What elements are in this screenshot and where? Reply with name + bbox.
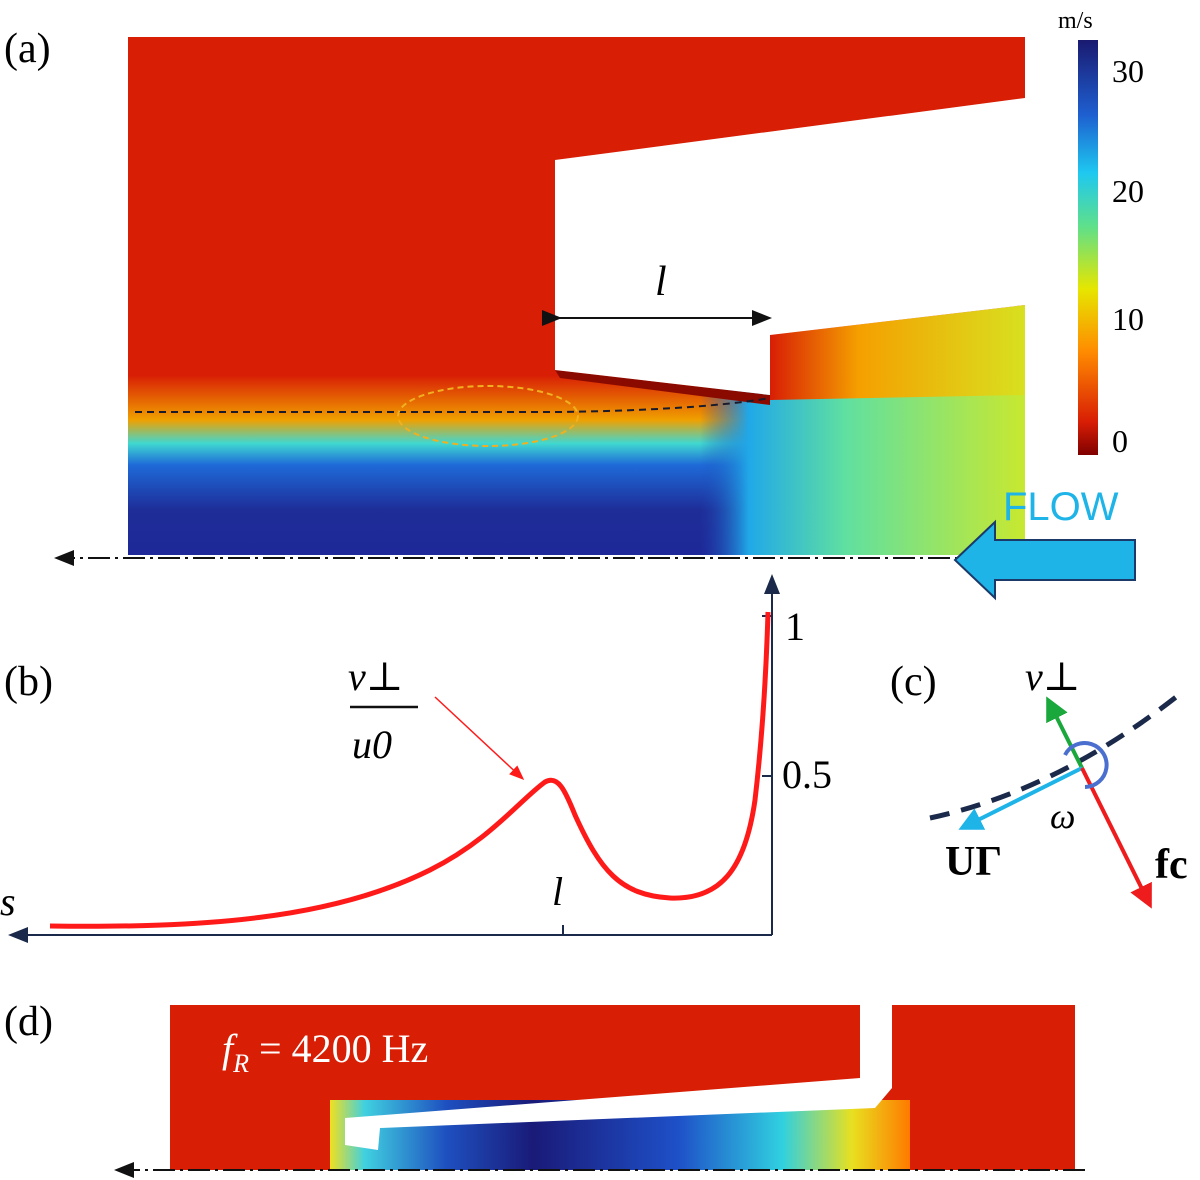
v-perp-label: v⊥ [1025,654,1080,699]
colorbar-tick: 30 [1112,53,1144,89]
s-axis-label: s [0,879,16,924]
velocity-field-step [770,305,1025,400]
frequency-label: fR = 4200 Hz [222,1026,428,1078]
flow-label: FLOW [1003,485,1119,529]
u-gamma-label: UΓ [945,839,1002,885]
colorbar-gradient [1078,40,1098,455]
x-tick-label: l [552,869,563,914]
panel-d: (d) fR = 4200 Hz [4,999,1085,1178]
panel-a: (a) l FLOW [4,26,1136,601]
freq-value: = 4200 Hz [249,1026,428,1071]
u-gamma-arrow [958,766,1083,830]
omega-rotation-icon [1063,741,1109,789]
colorbar-tick: 0 [1112,423,1128,459]
length-label: l [655,259,667,305]
panel-b: (b) 1 0.5 l s v⊥ u0 [0,574,832,943]
highlight-ellipse [397,385,579,447]
y-tick-label: 0.5 [782,752,832,797]
ylabel-denominator: u0 [352,722,392,767]
panel-d-label: (d) [4,999,53,1045]
ylabel-numerator: v⊥ [348,654,403,699]
panel-c: (c) v⊥ ω UΓ fc [890,654,1188,909]
v-perp-curve [49,611,771,929]
cavity-wall [345,1005,892,1150]
freq-subscript: R [232,1049,249,1078]
omega-label: ω [1050,796,1075,836]
f-c-arrow [1080,767,1152,909]
panel-b-label: (b) [4,659,53,705]
recirculation-zone [555,370,770,405]
colorbar-tick: 10 [1112,301,1144,337]
y-tick-label: 1 [785,604,805,649]
colorbar-tick: 20 [1112,173,1144,209]
colorbar: m/s 30 20 10 0 [1058,8,1144,459]
v-perp-arrow [1046,696,1084,769]
streamline-dashed [135,397,771,413]
panel-a-label: (a) [4,26,51,72]
annotation-arrow [434,696,525,781]
f-c-label: fc [1155,842,1188,888]
colorbar-unit: m/s [1058,8,1093,34]
flow-arrow-icon [953,519,1136,601]
panel-c-label: (c) [890,659,937,705]
